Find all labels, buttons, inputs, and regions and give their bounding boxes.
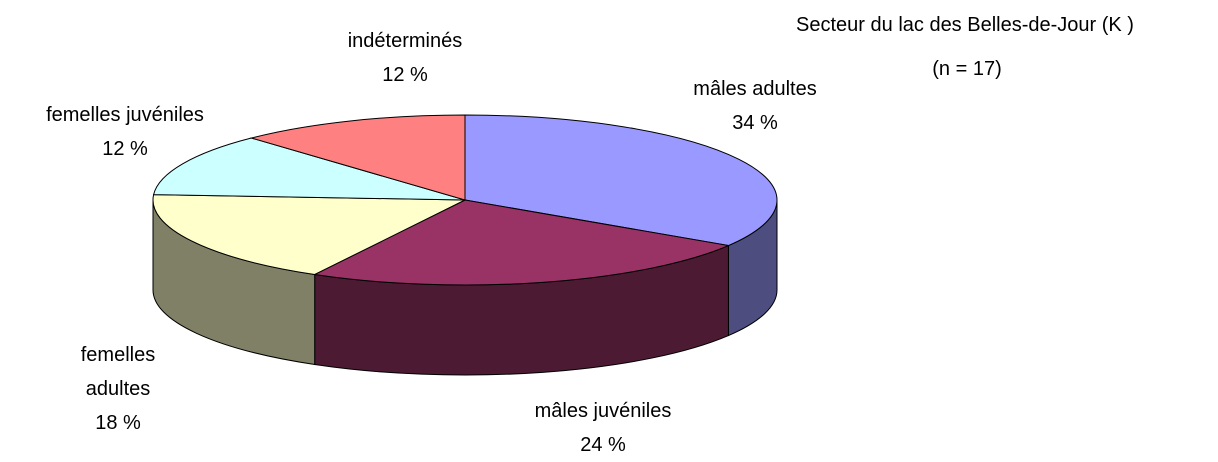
slice-label: indéterminés 12 %	[305, 24, 505, 92]
chart-subtitle: (n = 17)	[932, 58, 1002, 80]
slice-label: femelles juvéniles 12 %	[0, 98, 255, 166]
pie-slice	[313, 199, 731, 286]
slice-label: femelles adultes 18 %	[63, 338, 173, 440]
slice-name: femelles juvéniles	[46, 104, 204, 126]
pie-slice	[249, 114, 466, 201]
pie-slice	[152, 137, 466, 201]
slice-name: mâles juvéniles	[534, 400, 672, 422]
slice-label: mâles juvéniles 24 %	[493, 394, 713, 462]
slice-name: femelles adultes	[80, 344, 156, 400]
slice-value-label: 24 %	[580, 434, 626, 456]
slice-name: indéterminés	[347, 30, 463, 52]
slice-value-label: 34 %	[732, 112, 778, 134]
slice-value-label: 12 %	[382, 64, 428, 86]
slice-value-label: 18 %	[95, 412, 141, 434]
pie-slice	[464, 114, 778, 247]
pie-slice	[152, 194, 466, 276]
slice-name: mâles adultes	[693, 78, 817, 100]
slice-label: mâles adultes 34 %	[655, 72, 855, 140]
slice-value-label: 12 %	[102, 138, 148, 160]
chart-title: Secteur du lac des Belles-de-Jour (K )	[796, 14, 1134, 36]
